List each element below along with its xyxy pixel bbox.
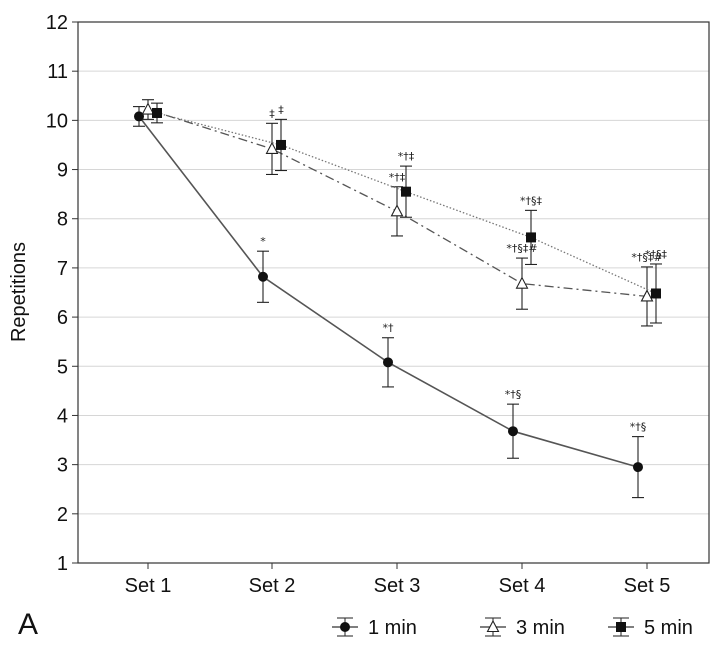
- y-tick-label: 5: [57, 356, 68, 378]
- significance-label: *†: [383, 322, 395, 335]
- series-3-min: ‡ *†‡ *†§‡# *†§‡#: [141, 99, 663, 327]
- legend-label: 5 min: [644, 617, 693, 639]
- significance-label: *†§: [505, 388, 522, 401]
- legend-label: 1 min: [368, 617, 417, 639]
- data-point: [383, 357, 393, 368]
- y-tick-label: 11: [47, 61, 68, 83]
- y-tick-label: 12: [46, 12, 68, 34]
- legend-marker: [616, 622, 626, 632]
- data-point: [640, 289, 654, 302]
- y-tick-label: 3: [57, 455, 68, 477]
- significance-label: ‡: [269, 107, 275, 120]
- data-point: [651, 288, 661, 299]
- y-tick-label: 8: [57, 209, 68, 231]
- significance-label: *: [260, 235, 266, 248]
- x-tick-label: Set 2: [249, 575, 296, 597]
- significance-label: *†‡: [389, 171, 406, 184]
- series-1-min: * *† *†§ *†§: [133, 106, 647, 499]
- y-tick-label: 7: [57, 258, 68, 280]
- legend-marker: [340, 622, 350, 632]
- series-line: [138, 115, 639, 468]
- data-point: [276, 139, 286, 150]
- data-point: [390, 204, 404, 217]
- data-point: [508, 426, 518, 437]
- significance-label: ‡: [278, 103, 284, 116]
- y-tick-label: 6: [57, 307, 68, 329]
- legend-item: 3 min: [480, 617, 565, 639]
- data-point: [515, 276, 529, 289]
- y-tick-label: 10: [46, 110, 68, 132]
- data-point: [265, 141, 279, 154]
- grid-lines: [78, 70, 709, 515]
- data-point: [134, 111, 144, 122]
- data-point: [526, 232, 536, 243]
- legend: 1 min 3 min 5 min: [332, 617, 693, 639]
- significance-label: *†§‡: [520, 194, 543, 207]
- legend-item: 1 min: [332, 617, 417, 639]
- y-tick-label: 4: [57, 405, 68, 427]
- y-tick-label: 9: [57, 160, 68, 182]
- x-tick-label: Set 1: [125, 575, 172, 597]
- x-tick-label: Set 5: [624, 575, 671, 597]
- significance-label: *†§: [630, 421, 647, 434]
- plot-frame: [77, 21, 710, 564]
- series-5-min: ‡ *†‡ *†§‡ *†§‡: [151, 102, 668, 324]
- significance-label: *†‡: [398, 150, 415, 163]
- x-tick-label: Set 4: [499, 575, 546, 597]
- data-point: [152, 107, 162, 118]
- legend-marker: [486, 619, 500, 633]
- significance-label: *†§‡#: [631, 251, 662, 264]
- data-point: [633, 462, 643, 473]
- legend-label: 3 min: [516, 617, 565, 639]
- y-tick-label: 1: [57, 553, 68, 575]
- series-line: [156, 112, 657, 295]
- data-point: [141, 102, 155, 115]
- significance-label: *†§‡#: [506, 242, 537, 255]
- panel-label: A: [18, 608, 38, 641]
- significance-label: *†§‡: [645, 248, 668, 261]
- data-point: [258, 271, 268, 282]
- x-axis: Set 1 Set 2 Set 3 Set 4 Set 5: [125, 563, 671, 597]
- data-point: [401, 186, 411, 197]
- x-tick-label: Set 3: [374, 575, 421, 597]
- legend-item: 5 min: [608, 617, 693, 639]
- series-group: **†*†§*†§‡*†‡*†§‡#*†§‡#‡*†‡*†§‡*†§‡: [133, 99, 668, 499]
- y-tick-label: 2: [57, 504, 68, 526]
- y-axis-title: Repetitions: [8, 242, 30, 342]
